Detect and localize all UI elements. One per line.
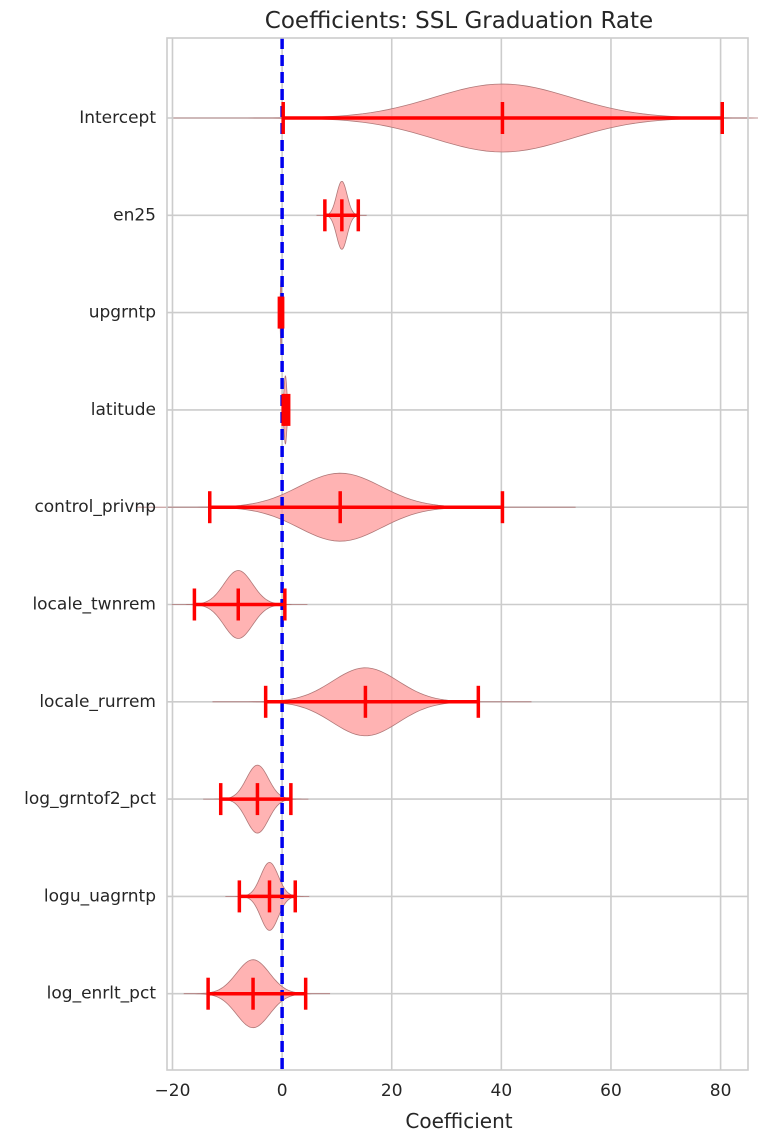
x-tick-label-40: 40	[491, 1081, 513, 1101]
y-tick-label-locale-rurrem: locale_rurrem	[39, 692, 156, 712]
errorbar-log-grntof2-pct	[218, 783, 293, 816]
y-tick-label-logu-uagrntp: logu_uagrntp	[44, 886, 156, 906]
y-tick-labels: Intercept en25 upgrntp latitude control_priv…	[24, 108, 156, 1004]
y-tick-label-latitude: latitude	[91, 400, 156, 420]
violin-layer	[136, 83, 758, 1029]
errorbar-log-enrlt-pct	[206, 977, 308, 1010]
x-tick-label-80: 80	[710, 1081, 732, 1101]
errorbar-locale-rurrem	[263, 685, 481, 718]
y-tick-label-intercept: Intercept	[79, 108, 156, 128]
errorbar-logu-uagrntp	[237, 880, 298, 913]
x-tick-label--20: −20	[155, 1081, 191, 1101]
errorbar-layer	[192, 102, 724, 1010]
y-tick-label-control-privnp: control_privnp	[34, 497, 156, 517]
errorbar-upgrntp	[277, 296, 285, 329]
errorbar-locale-twnrem	[192, 588, 287, 621]
chart-title: Coefficients: SSL Graduation Rate	[265, 8, 653, 34]
plot-frame	[166, 37, 749, 1071]
y-tick-label-log-enrlt-pct: log_enrlt_pct	[47, 984, 157, 1004]
y-tick-label-en25: en25	[113, 205, 156, 225]
errorbar-en25	[323, 199, 361, 232]
x-tick-label-0: 0	[277, 1081, 288, 1101]
y-tick-label-log-grntof2-pct: log_grntof2_pct	[24, 789, 156, 809]
errorbar-latitude	[281, 393, 291, 426]
errorbar-intercept	[281, 102, 724, 134]
x-axis-label: Coefficient	[405, 1109, 512, 1133]
x-tick-labels: −20 0 20 40 60 80	[155, 1081, 732, 1101]
y-tick-label-locale-twnrem: locale_twnrem	[32, 595, 156, 615]
x-tick-label-20: 20	[381, 1081, 403, 1101]
x-tick-label-60: 60	[600, 1081, 622, 1101]
y-tick-label-upgrntp: upgrntp	[89, 303, 156, 323]
grid-layer	[167, 38, 748, 1070]
errorbar-control-privnp	[208, 491, 505, 524]
